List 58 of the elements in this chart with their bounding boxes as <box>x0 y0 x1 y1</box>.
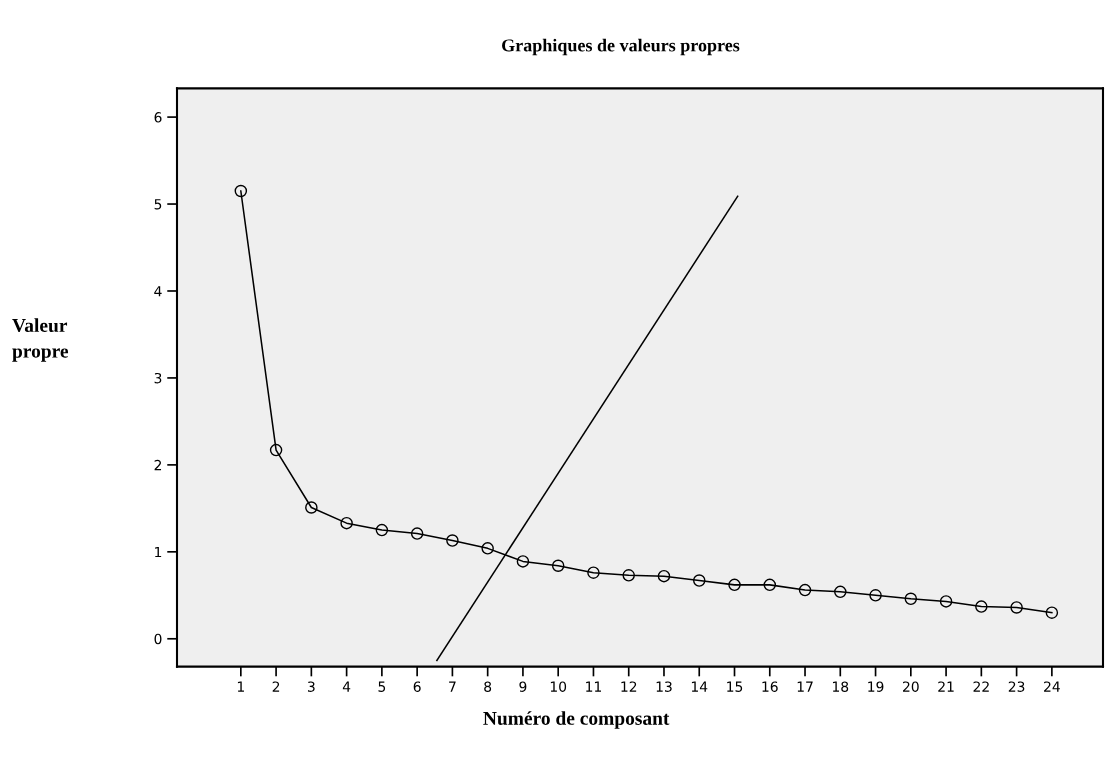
y-tick-label: 3 <box>154 372 162 384</box>
x-tick-label: 1 <box>237 681 244 692</box>
point <box>622 569 635 582</box>
point <box>975 600 988 613</box>
y-tick-label: 6 <box>154 112 162 123</box>
point <box>410 527 424 540</box>
point <box>834 585 847 599</box>
point <box>269 443 283 457</box>
x-tick-label: 11 <box>586 681 602 692</box>
point <box>692 574 706 587</box>
x-tick-label: 5 <box>378 681 386 692</box>
x-axis-title: Numéro de composant <box>483 711 670 729</box>
point <box>340 516 353 530</box>
x-tick-label: 10 <box>550 681 567 692</box>
point <box>657 569 671 583</box>
point <box>1010 601 1023 614</box>
y-tick-label: 1 <box>155 546 162 558</box>
point <box>516 555 530 568</box>
x-tick-label: 6 <box>413 681 421 692</box>
x-tick-label: 9 <box>519 681 527 692</box>
x-tick-label: 18 <box>832 681 849 692</box>
chart-title: Graphiques de valeurs propres <box>502 38 740 56</box>
point <box>234 184 248 198</box>
point <box>446 534 459 547</box>
x-tick-label: 7 <box>449 681 456 692</box>
x-tick-label: 21 <box>938 681 954 692</box>
x-tick-label: 3 <box>307 681 315 692</box>
x-tick-label: 13 <box>656 681 672 692</box>
x-tick-label: 17 <box>797 681 813 692</box>
x-tick-label: 24 <box>1044 681 1060 692</box>
point <box>481 542 494 555</box>
point <box>1045 606 1059 619</box>
y-tick-label: 5 <box>154 199 162 210</box>
x-tick-label: 15 <box>727 681 743 692</box>
y-tick-label: 2 <box>154 459 162 471</box>
point <box>939 595 953 608</box>
x-tick-label: 19 <box>868 681 884 692</box>
x-tick-label: 16 <box>762 681 778 692</box>
point <box>305 501 318 514</box>
point <box>587 566 600 579</box>
x-tick-label: 14 <box>691 681 708 692</box>
y-axis-title: Valeur propre <box>12 318 69 362</box>
x-tick-label: 4 <box>342 681 351 692</box>
x-tick-label: 12 <box>621 681 637 692</box>
y-tick-label: 0 <box>154 633 162 645</box>
y-tick-label: 4 <box>154 286 162 297</box>
point <box>375 523 389 537</box>
x-tick-label: 20 <box>903 681 919 692</box>
point <box>551 559 565 572</box>
point <box>728 578 741 592</box>
point <box>869 589 882 602</box>
x-tick-label: 8 <box>484 681 492 692</box>
point <box>904 592 918 606</box>
x-tick-label: 22 <box>973 681 989 692</box>
x-tick-label: 23 <box>1008 681 1025 692</box>
point <box>763 578 777 592</box>
x-tick-label: 2 <box>272 681 280 692</box>
point <box>798 583 812 597</box>
